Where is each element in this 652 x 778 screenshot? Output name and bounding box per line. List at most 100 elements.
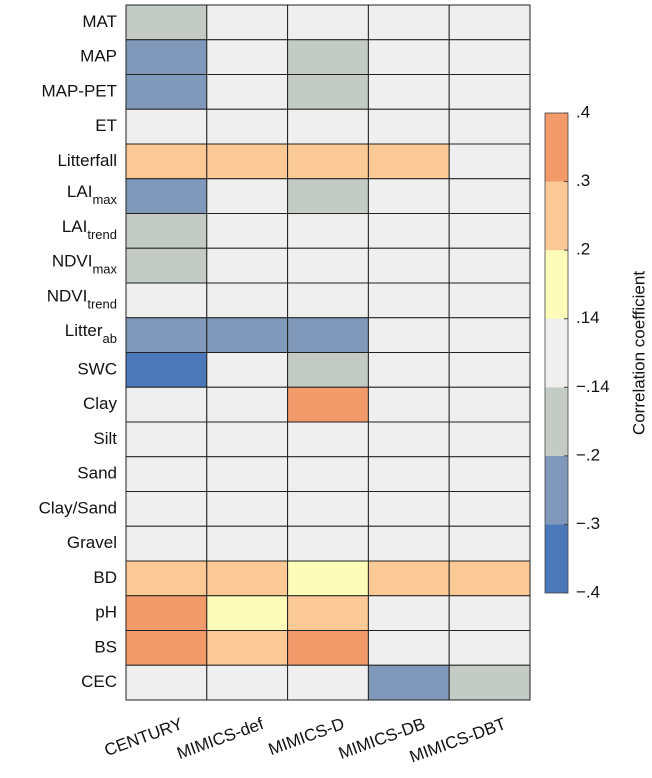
heatmap-cell: [448, 421, 531, 458]
row-label: CEC: [81, 672, 117, 691]
heatmap-cell: [125, 143, 208, 180]
colorbar-frame: [544, 112, 569, 594]
colorbar-segment: [545, 387, 568, 456]
colorbar-segment: [545, 455, 568, 525]
heatmap-cell: [448, 74, 531, 110]
heatmap-cell: [125, 74, 208, 110]
heatmap-cell: [448, 178, 531, 214]
heatmap-cell: [367, 664, 450, 701]
row-label-sub: max: [92, 193, 117, 208]
heatmap-cell: [206, 560, 289, 597]
heatmap-cell: [125, 317, 208, 353]
heatmap-cell: [367, 143, 450, 180]
heatmap-cell: [206, 630, 289, 666]
row-label: Clay/Sand: [39, 498, 117, 517]
heatmap-cell: [287, 317, 369, 353]
colorbar-tick-label: .3: [576, 171, 590, 190]
heatmap-cell: [287, 108, 369, 145]
heatmap-cell: [287, 386, 369, 423]
colorbar-tick-label: .4: [576, 102, 590, 121]
row-label-sub: trend: [87, 227, 117, 242]
colorbar-tick-label: −.3: [576, 514, 600, 533]
heatmap-cell: [448, 491, 531, 527]
heatmap-cell: [448, 317, 531, 353]
row-label: Silt: [93, 429, 117, 448]
heatmap-cell: [125, 456, 208, 492]
row-label: NDVImax: [52, 252, 118, 277]
column-label: MIMICS-def: [174, 714, 266, 763]
row-label-sub: trend: [87, 297, 117, 312]
heatmap-cell: [367, 74, 450, 110]
heatmap-cell: [448, 456, 531, 492]
heatmap-cell: [125, 352, 208, 388]
heatmap-cell: [206, 525, 289, 562]
heatmap-cell: [287, 664, 369, 701]
heatmap-cell: [367, 247, 450, 284]
heatmap-cell: [125, 525, 208, 562]
heatmap-cell: [448, 560, 531, 597]
heatmap-cell: [125, 560, 208, 597]
row-label-sub: ab: [103, 332, 117, 347]
row-label-base: LAI: [67, 183, 93, 202]
heatmap-cell: [367, 525, 450, 562]
heatmap-cell: [206, 386, 289, 423]
heatmap-cell: [367, 456, 450, 492]
heatmap-cell: [125, 386, 208, 423]
heatmap-cell: [206, 664, 289, 701]
heatmap-cell: [125, 4, 208, 41]
heatmap-cell: [287, 4, 369, 41]
heatmap-cell: [287, 560, 369, 597]
heatmap-cell: [287, 39, 369, 75]
heatmap-cell: [367, 213, 450, 249]
heatmap-cell: [287, 247, 369, 284]
heatmap-cell: [125, 421, 208, 458]
row-label: Litterfall: [57, 151, 117, 170]
heatmap-cell: [367, 595, 450, 631]
row-label: Clay: [83, 394, 118, 413]
heatmap-cell: [206, 421, 289, 458]
heatmap-cell: [206, 317, 289, 353]
heatmap-cell: [448, 525, 531, 562]
heatmap-cell: [125, 630, 208, 666]
colorbar-label: Correlation coefficient: [629, 271, 648, 435]
heatmap-cell: [448, 664, 531, 701]
heatmap-cell: [367, 4, 450, 41]
heatmap-cell: [367, 560, 450, 597]
heatmap-cell: [125, 282, 208, 319]
row-label: MAT: [82, 12, 117, 31]
heatmap-cell: [367, 108, 450, 145]
heatmap-cell: [448, 386, 531, 423]
heatmap-cell: [448, 108, 531, 145]
colorbar-segment: [545, 318, 568, 388]
heatmap-cell: [206, 352, 289, 388]
heatmap-cell: [448, 143, 531, 180]
heatmap-cell: [287, 143, 369, 180]
row-label: MAP-PET: [41, 81, 117, 100]
heatmap-cell: [287, 525, 369, 562]
column-label: CENTURY: [102, 714, 185, 760]
heatmap-cell: [287, 456, 369, 492]
heatmap-cell: [206, 74, 289, 110]
row-label: MAP: [80, 47, 117, 66]
heatmap-cell: [367, 352, 450, 388]
heatmap-cell: [206, 282, 289, 319]
heatmap-cell: [287, 213, 369, 249]
heatmap-cell: [448, 630, 531, 666]
heatmap-cell: [448, 595, 531, 631]
colorbar-segment: [545, 524, 568, 593]
heatmap-cell: [206, 491, 289, 527]
heatmap-cell: [287, 421, 369, 458]
heatmap-cell: [287, 491, 369, 527]
heatmap-cell: [367, 421, 450, 458]
heatmap-cell: [206, 595, 289, 631]
row-label: BS: [94, 637, 117, 656]
row-label: SWC: [77, 359, 117, 378]
row-label: BD: [93, 568, 117, 587]
heatmap-cell: [367, 282, 450, 319]
colorbar-tick-label: −.2: [576, 445, 600, 464]
row-label-base: NDVI: [52, 252, 93, 271]
heatmap-cell: [448, 213, 531, 249]
heatmap-cell: [125, 664, 208, 701]
heatmap-cell: [367, 178, 450, 214]
